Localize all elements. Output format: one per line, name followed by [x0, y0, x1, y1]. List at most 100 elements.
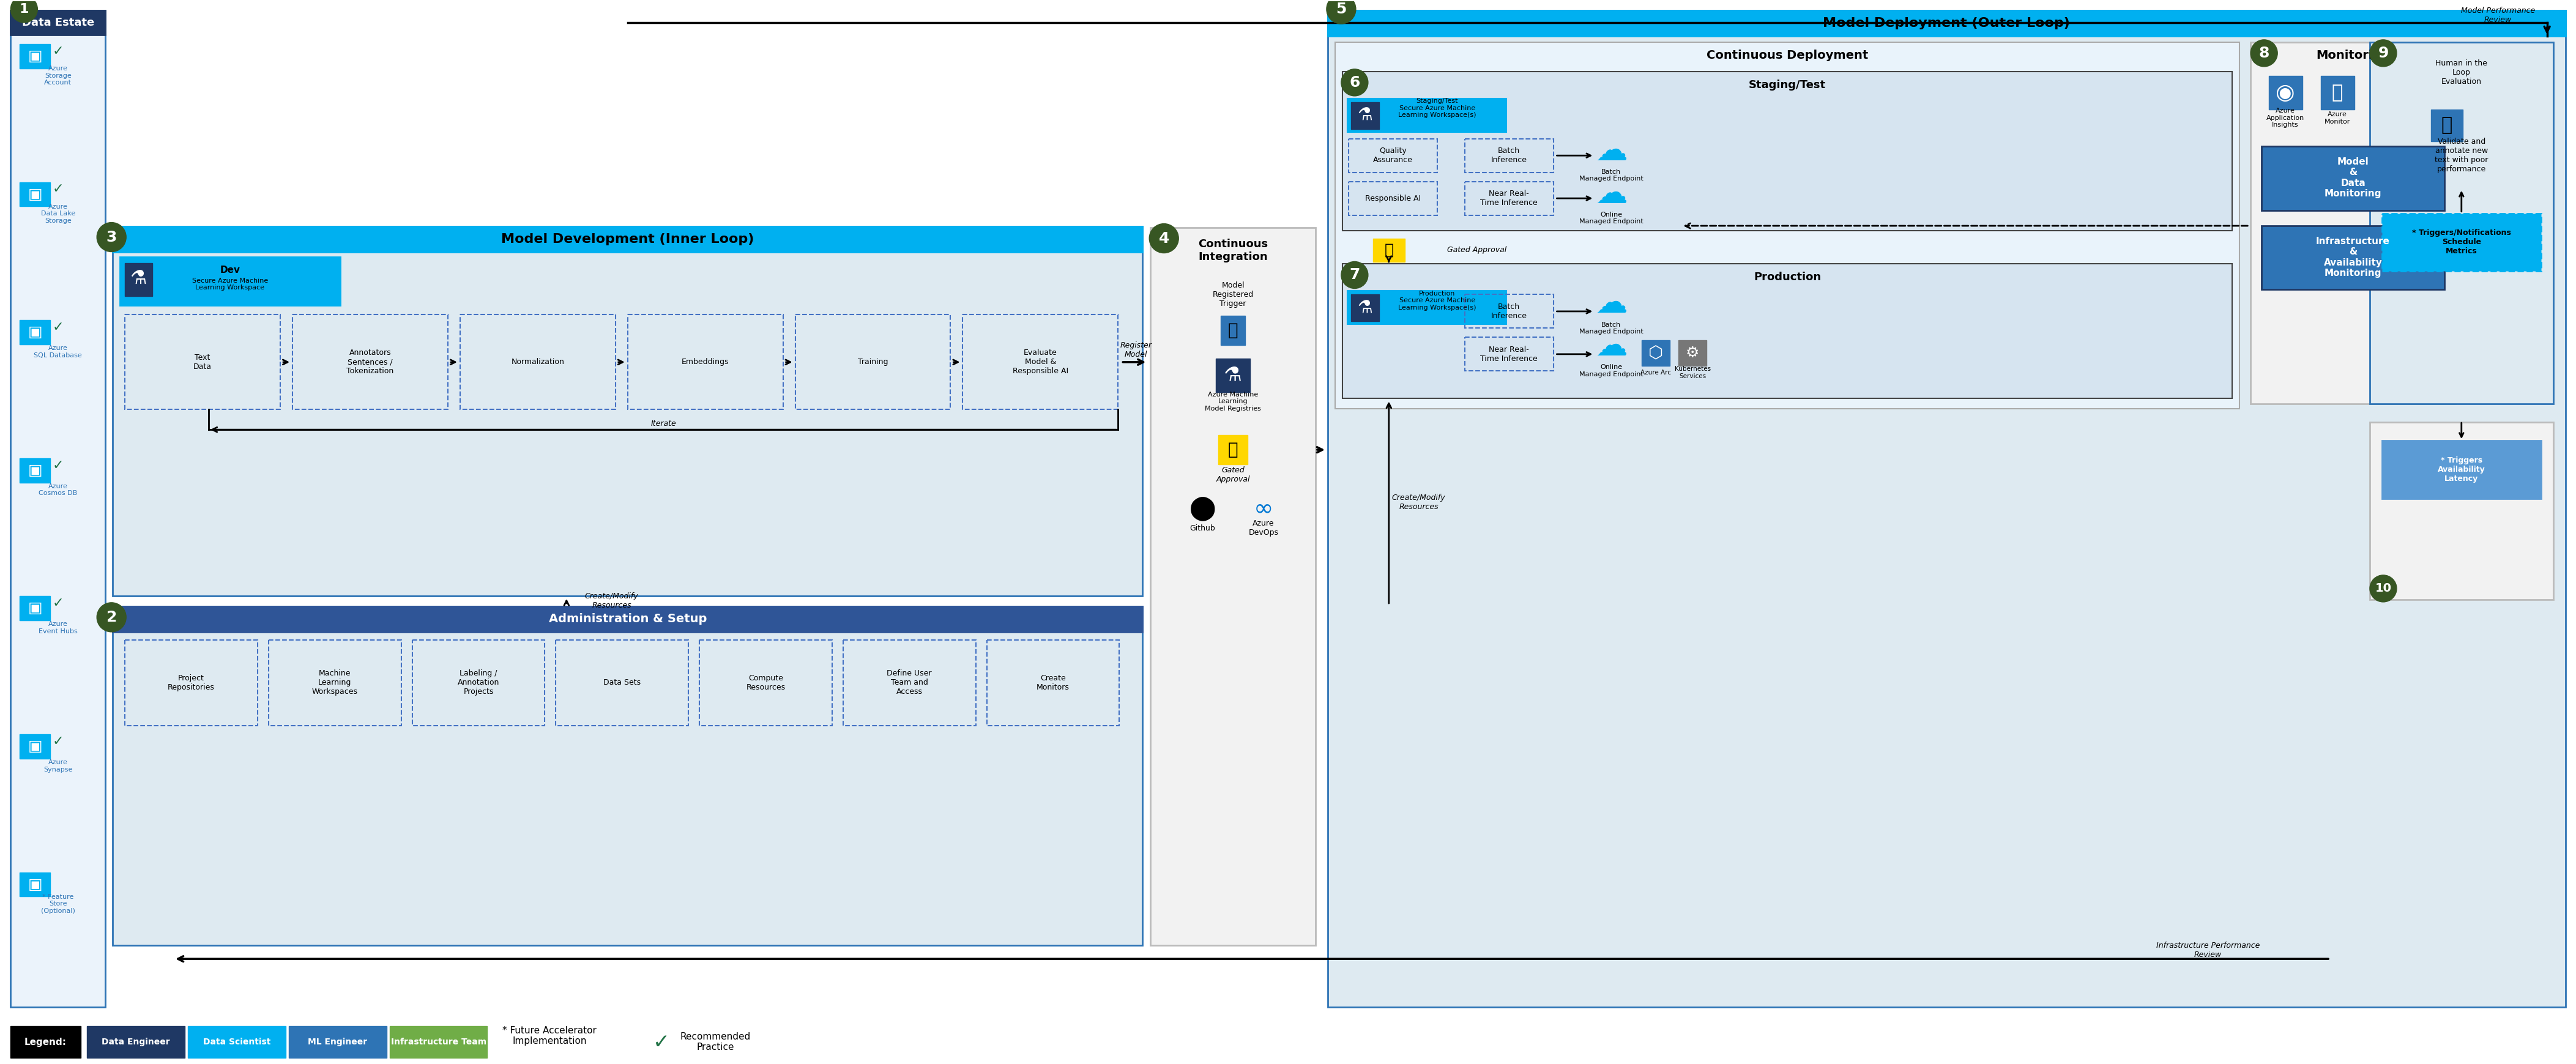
Text: Text
Data: Text Data	[193, 353, 211, 370]
Text: * Future Accelerator
Implementation: * Future Accelerator Implementation	[502, 1026, 598, 1046]
Text: Batch
Inference: Batch Inference	[1492, 147, 1528, 164]
FancyBboxPatch shape	[1350, 295, 1378, 321]
Text: 1: 1	[21, 3, 28, 15]
Text: Monitoring: Monitoring	[2316, 50, 2391, 62]
Text: Model Deployment (Outer Loop): Model Deployment (Outer Loop)	[1824, 17, 2071, 30]
Text: 7: 7	[1350, 268, 1360, 282]
Text: Azure
Event Hubs: Azure Event Hubs	[39, 621, 77, 634]
Text: Model
&
Data
Monitoring: Model & Data Monitoring	[2324, 157, 2383, 198]
Text: Kubernetes
Services: Kubernetes Services	[1674, 366, 1710, 380]
FancyBboxPatch shape	[113, 227, 1144, 252]
Text: 8: 8	[2259, 46, 2269, 61]
FancyBboxPatch shape	[1680, 340, 1708, 366]
Text: 3: 3	[106, 230, 116, 245]
Text: ✓: ✓	[652, 1032, 670, 1052]
Text: ⚗: ⚗	[1224, 365, 1242, 385]
FancyBboxPatch shape	[10, 11, 106, 1008]
Text: Embeddings: Embeddings	[683, 359, 729, 366]
Text: 📊: 📊	[2331, 84, 2344, 102]
Text: ✓: ✓	[52, 735, 64, 748]
Text: * Feature
Store
(Optional): * Feature Store (Optional)	[41, 894, 75, 914]
Circle shape	[1342, 262, 1368, 288]
Text: Create
Monitors: Create Monitors	[1036, 675, 1069, 692]
Text: Responsible AI: Responsible AI	[1365, 195, 1422, 202]
Circle shape	[1327, 0, 1355, 23]
Text: Training: Training	[858, 359, 889, 366]
Text: ▣: ▣	[28, 49, 41, 64]
FancyBboxPatch shape	[113, 606, 1144, 632]
Text: ✓: ✓	[52, 45, 64, 57]
Text: ⬡: ⬡	[1649, 345, 1664, 362]
FancyBboxPatch shape	[1342, 264, 2233, 398]
Text: ☁: ☁	[1595, 178, 1628, 210]
Text: Production
Secure Azure Machine
Learning Workspace(s): Production Secure Azure Machine Learning…	[1399, 290, 1476, 311]
Text: Azure
SQL Database: Azure SQL Database	[33, 345, 82, 359]
Text: Azure
Cosmos DB: Azure Cosmos DB	[39, 483, 77, 497]
Text: ▣: ▣	[28, 463, 41, 478]
Text: Human in the
Loop
Evaluation: Human in the Loop Evaluation	[2434, 60, 2488, 86]
Text: Gated Approval: Gated Approval	[1448, 246, 1507, 254]
Text: Labeling /
Annotation
Projects: Labeling / Annotation Projects	[459, 669, 500, 696]
Text: ∞: ∞	[1255, 497, 1273, 520]
FancyBboxPatch shape	[1327, 11, 2566, 1008]
FancyBboxPatch shape	[2262, 226, 2445, 289]
Text: ⬤: ⬤	[1190, 496, 1216, 520]
FancyBboxPatch shape	[2370, 43, 2553, 404]
FancyBboxPatch shape	[1347, 98, 1507, 132]
Text: Azure Machine
Learning
Model Registries: Azure Machine Learning Model Registries	[1206, 392, 1262, 412]
FancyBboxPatch shape	[21, 734, 52, 759]
FancyBboxPatch shape	[10, 11, 106, 35]
Text: Annotators
Sentences /
Tokenization: Annotators Sentences / Tokenization	[348, 349, 394, 376]
Text: ☁: ☁	[1595, 331, 1628, 363]
FancyBboxPatch shape	[2321, 76, 2354, 110]
Text: 9: 9	[2378, 46, 2388, 61]
FancyBboxPatch shape	[1334, 43, 2239, 409]
Text: Quality
Assurance: Quality Assurance	[1373, 147, 1412, 164]
Text: Data Estate: Data Estate	[21, 17, 95, 28]
Text: Batch
Inference: Batch Inference	[1492, 303, 1528, 320]
FancyBboxPatch shape	[21, 44, 52, 68]
Text: Staging/Test: Staging/Test	[1749, 80, 1826, 90]
Text: 10: 10	[2375, 583, 2391, 595]
FancyBboxPatch shape	[21, 182, 52, 206]
Text: ✓: ✓	[52, 597, 64, 610]
FancyBboxPatch shape	[21, 872, 52, 897]
Text: ⚙: ⚙	[1685, 346, 1700, 361]
Text: ⚗: ⚗	[1358, 107, 1373, 124]
Text: Secure Azure Machine
Learning Workspace: Secure Azure Machine Learning Workspace	[193, 278, 268, 290]
Text: Register
Model: Register Model	[1121, 342, 1151, 359]
Text: ◉: ◉	[2275, 83, 2295, 103]
Text: Data Engineer: Data Engineer	[103, 1037, 170, 1046]
Text: 👤: 👤	[1229, 322, 1239, 339]
Text: 👤: 👤	[2442, 116, 2452, 134]
FancyBboxPatch shape	[188, 1026, 286, 1058]
Text: * Triggers
Availability
Latency: * Triggers Availability Latency	[2437, 456, 2486, 482]
FancyBboxPatch shape	[1218, 435, 1247, 465]
Text: ML Engineer: ML Engineer	[309, 1037, 368, 1046]
FancyBboxPatch shape	[389, 1026, 487, 1058]
Text: Azure
Synapse: Azure Synapse	[44, 760, 72, 772]
Text: Legend:: Legend:	[23, 1037, 67, 1047]
FancyBboxPatch shape	[1221, 316, 1244, 346]
Text: Batch
Managed Endpoint: Batch Managed Endpoint	[1579, 169, 1643, 182]
Text: Continuous Deployment: Continuous Deployment	[1705, 50, 1868, 62]
Text: Create/Modify
Resources: Create/Modify Resources	[585, 593, 639, 610]
Text: Dev: Dev	[219, 266, 240, 275]
FancyBboxPatch shape	[113, 606, 1144, 946]
FancyBboxPatch shape	[2370, 422, 2553, 599]
Text: Near Real-
Time Inference: Near Real- Time Inference	[1481, 189, 1538, 206]
Text: ⚗: ⚗	[1358, 299, 1373, 317]
Text: Azure
DevOps: Azure DevOps	[1249, 519, 1278, 536]
Circle shape	[2251, 39, 2277, 67]
Text: Infrastructure Performance
Review: Infrastructure Performance Review	[2156, 942, 2259, 959]
Text: Infrastructure Team: Infrastructure Team	[392, 1037, 487, 1046]
FancyBboxPatch shape	[124, 263, 152, 297]
Text: 2: 2	[106, 610, 116, 625]
FancyBboxPatch shape	[1216, 359, 1249, 393]
FancyBboxPatch shape	[2269, 76, 2303, 110]
Text: Data Sets: Data Sets	[603, 679, 641, 686]
Text: Machine
Learning
Workspaces: Machine Learning Workspaces	[312, 669, 358, 696]
Text: Data Scientist: Data Scientist	[204, 1037, 270, 1046]
Text: ✓: ✓	[52, 183, 64, 196]
Text: Model
Registered
Trigger: Model Registered Trigger	[1213, 281, 1255, 307]
